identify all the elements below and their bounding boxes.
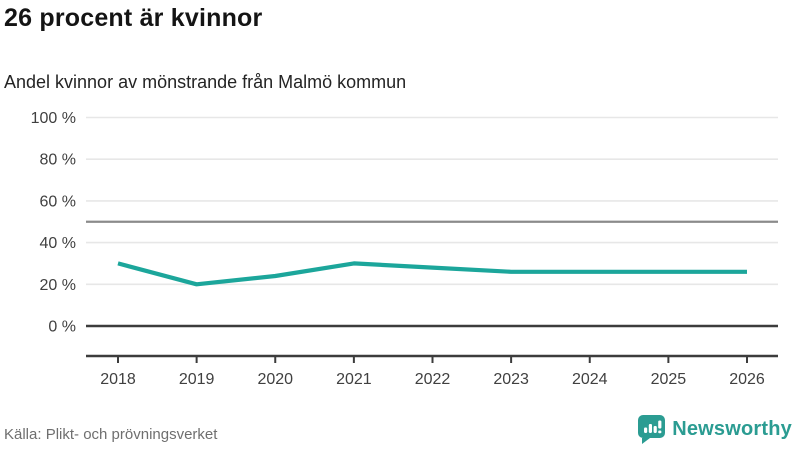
- x-tick-label: 2024: [572, 371, 608, 388]
- x-tick-label: 2026: [729, 371, 765, 388]
- x-tick-label: 2018: [100, 371, 136, 388]
- source-caption: Källa: Plikt- och prövningsverket: [4, 426, 218, 443]
- y-tick-label: 20 %: [40, 277, 76, 294]
- x-tick-label: 2025: [651, 371, 687, 388]
- y-tick-label: 100 %: [31, 110, 76, 127]
- x-tick-label: 2021: [336, 371, 372, 388]
- y-tick-label: 80 %: [40, 152, 76, 169]
- x-tick-label: 2019: [179, 371, 215, 388]
- page-title: 26 procent är kvinnor: [4, 4, 263, 32]
- x-tick-label: 2020: [257, 371, 293, 388]
- y-tick-label: 40 %: [40, 235, 76, 252]
- newsworthy-logo: Newsworthy: [638, 415, 792, 444]
- bar-chart-speech-bubble-icon: [638, 415, 666, 444]
- y-tick-label: 60 %: [40, 193, 76, 210]
- data-line: [117, 261, 747, 287]
- x-tick-label: 2022: [415, 371, 451, 388]
- x-tick-label: 2023: [493, 371, 529, 388]
- logo-text: Newsworthy: [672, 418, 792, 440]
- y-tick-label: 0 %: [48, 319, 76, 336]
- chart-subtitle: Andel kvinnor av mönstrande från Malmö k…: [4, 72, 407, 92]
